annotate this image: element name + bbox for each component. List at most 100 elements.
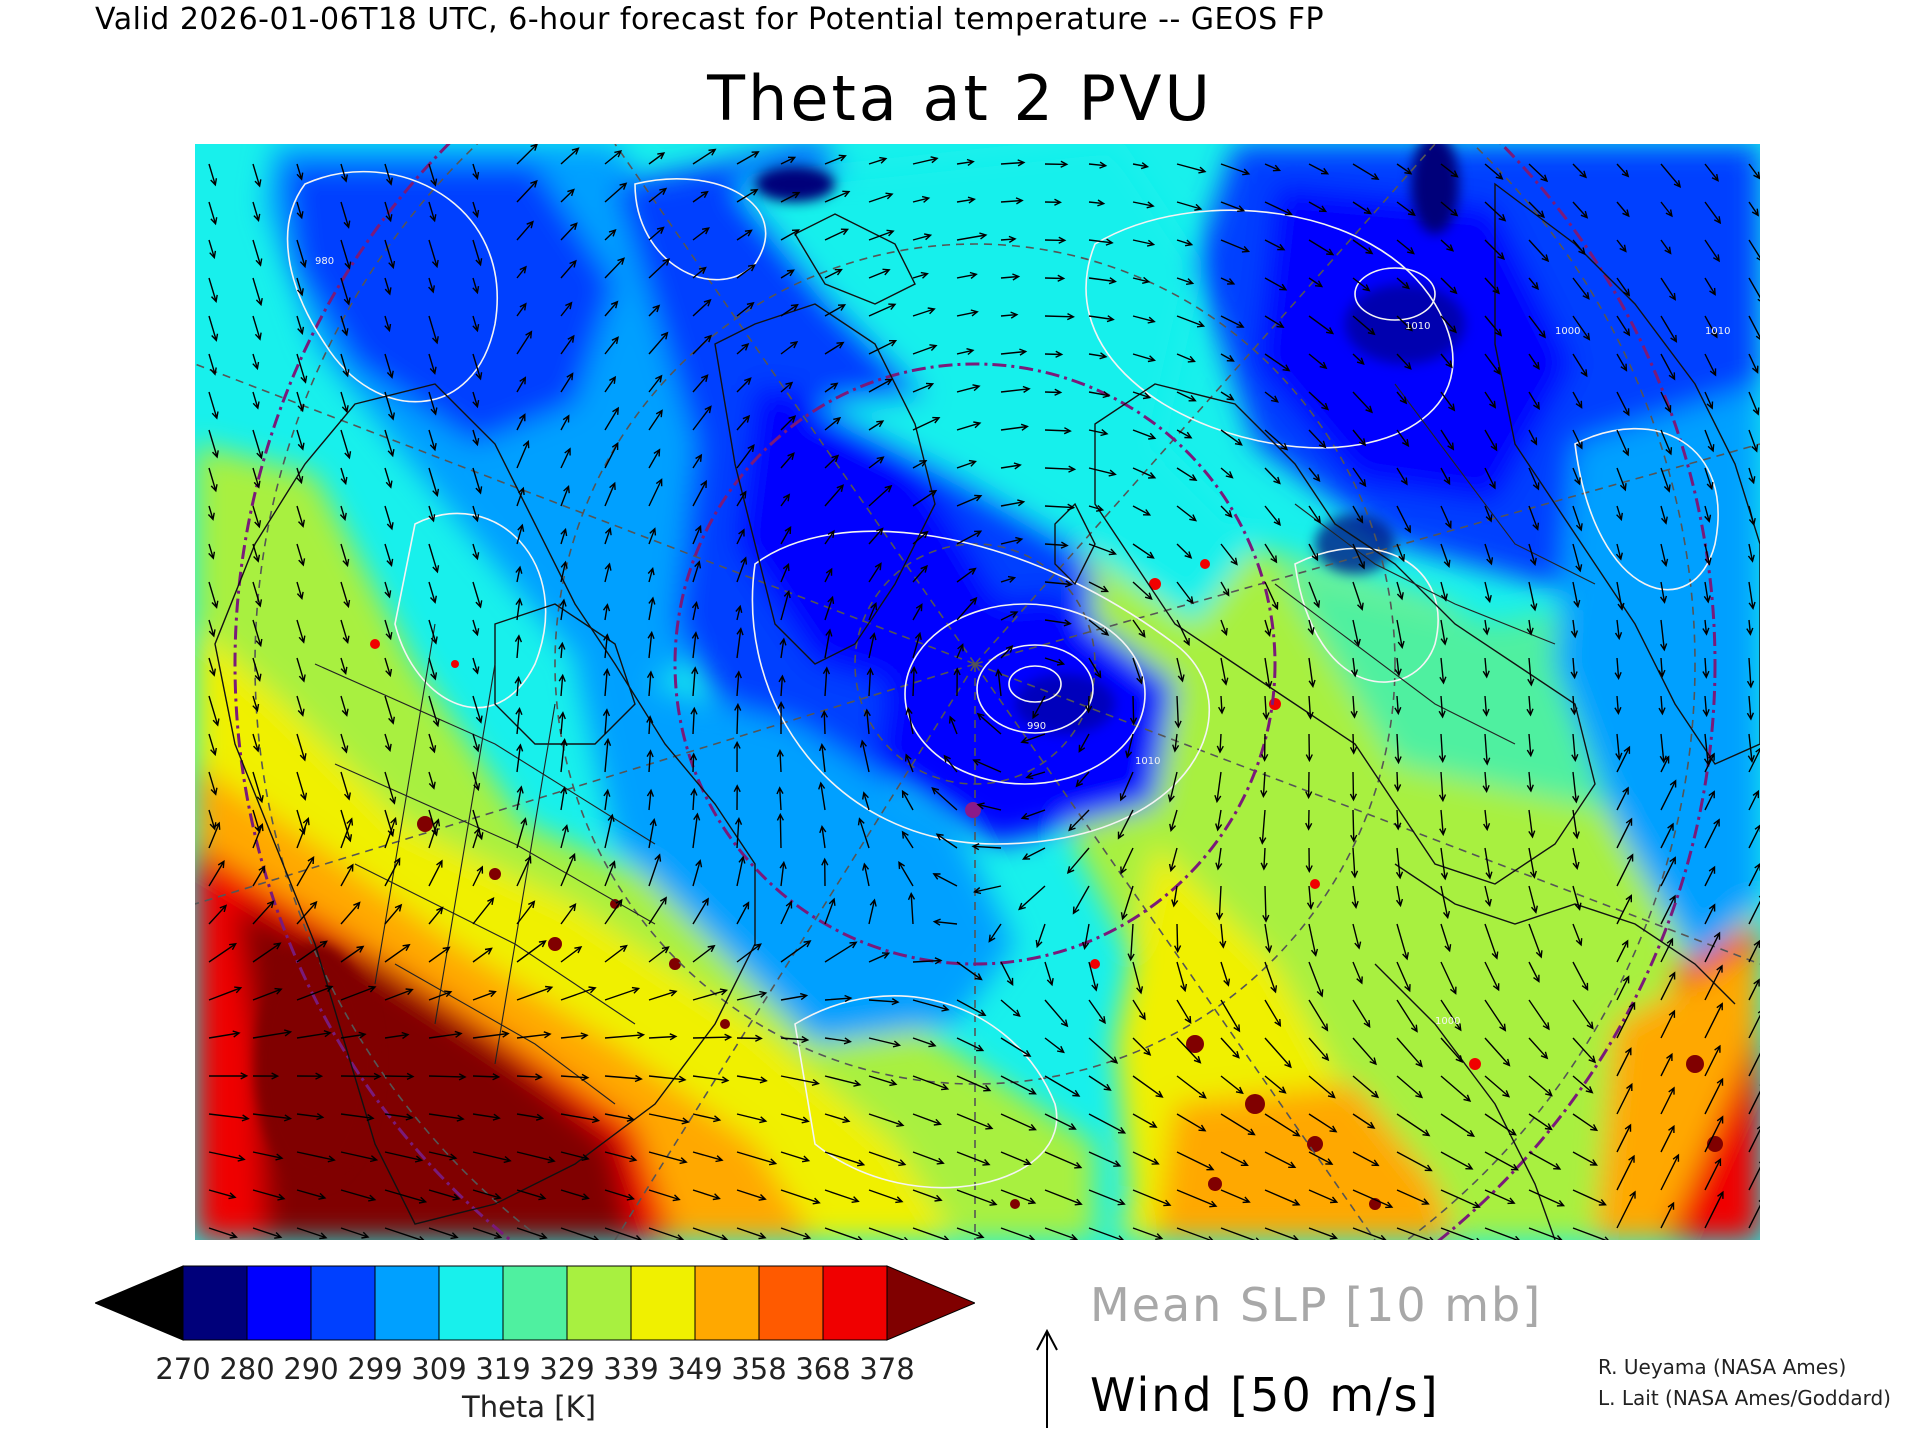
wind-vector	[1082, 923, 1090, 951]
wind-vector	[1396, 961, 1411, 993]
wind-vector	[1020, 733, 1046, 744]
wind-vector	[648, 152, 666, 165]
wind-vector	[252, 695, 260, 713]
wind-vector	[956, 999, 987, 1017]
wind-vector	[1000, 462, 1022, 470]
wind-vector	[296, 391, 305, 413]
wind-vector	[472, 391, 480, 409]
wind-vector	[1572, 809, 1580, 840]
wind-vector	[208, 1030, 241, 1039]
wind-vector	[1440, 429, 1455, 451]
wind-vector	[868, 527, 884, 545]
wind-vector	[1440, 1113, 1476, 1137]
wind-vector	[1000, 311, 1019, 319]
wind-vector	[1264, 1189, 1301, 1206]
wind-vector	[1440, 239, 1455, 252]
wind-vector	[988, 923, 1002, 943]
wind-vector	[1483, 733, 1491, 766]
wind-vector	[208, 1113, 250, 1122]
speckle	[1200, 559, 1210, 569]
wind-vector	[901, 830, 914, 849]
wind-vector	[901, 789, 914, 811]
wind-vector	[384, 1113, 414, 1121]
wind-vector	[780, 1227, 812, 1240]
wind-vector	[472, 733, 480, 753]
wind-vector	[340, 581, 351, 609]
wind-vector	[1132, 162, 1150, 170]
wind-vector	[905, 706, 914, 735]
wind-vector	[976, 712, 1002, 735]
wind-vector	[689, 752, 698, 773]
wind-vector	[1220, 619, 1228, 636]
wind-vector	[1528, 543, 1537, 566]
wind-vector	[428, 1113, 465, 1122]
wind-vector	[648, 409, 663, 431]
wind-vector	[1484, 847, 1493, 880]
wind-vector	[780, 381, 794, 393]
wind-vector	[252, 619, 263, 648]
wind-vector	[1120, 885, 1134, 921]
wind-vector	[1572, 201, 1589, 219]
slp-contours	[286, 170, 1719, 1189]
wind-vector	[340, 901, 361, 925]
coast-asia	[1494, 182, 1760, 765]
wind-vector	[1349, 733, 1358, 755]
wind-vector	[604, 860, 616, 887]
wind-vector	[736, 627, 744, 659]
wind-vector	[1220, 163, 1251, 176]
wind-vector	[1396, 429, 1410, 448]
wind-vector	[604, 300, 619, 317]
wind-vector	[733, 740, 741, 773]
wind-vector	[995, 668, 1003, 697]
wind-vector	[956, 271, 978, 279]
wind-vector	[1088, 1037, 1119, 1064]
slp-contour	[286, 170, 498, 403]
wind-vector	[1020, 809, 1046, 820]
wind-vector	[1660, 971, 1676, 1001]
wind-vector	[1044, 160, 1069, 168]
wind-vector	[428, 391, 438, 416]
wind-vector	[1044, 580, 1074, 588]
wind-vector	[428, 201, 437, 223]
wind-vector	[1660, 277, 1677, 301]
wind-vector	[1616, 853, 1634, 887]
wind-vector	[1264, 277, 1288, 291]
wind-vector	[604, 229, 617, 241]
wind-vector	[780, 562, 790, 583]
wind-vector	[472, 771, 481, 792]
wind-vector	[1127, 923, 1135, 962]
wind-vector	[1264, 429, 1289, 451]
wind-vector	[1440, 1075, 1472, 1103]
wind-vector	[956, 643, 964, 659]
wind-vector	[296, 695, 305, 717]
wind-vector	[907, 892, 916, 925]
wind-vector	[956, 196, 976, 204]
wind-vector	[1704, 1077, 1724, 1115]
wind-vector	[1748, 1046, 1760, 1077]
wind-vector	[252, 353, 260, 371]
wind-vector	[428, 733, 437, 754]
wind-vector	[208, 1151, 246, 1162]
wind-vector	[1394, 695, 1402, 716]
wind-vector	[560, 414, 570, 431]
wind-vector	[1044, 961, 1054, 987]
wind-vector	[1660, 1153, 1680, 1191]
wind-vector	[1746, 619, 1754, 636]
wind-vector	[1440, 1189, 1481, 1209]
wind-vector	[208, 391, 219, 420]
slp-contour	[1294, 547, 1439, 683]
wind-vector	[516, 376, 527, 393]
wind-vector	[868, 229, 895, 241]
wind-vector	[1352, 1227, 1387, 1240]
wind-vector	[1262, 695, 1270, 721]
wind-vector	[1484, 1227, 1520, 1240]
wind-vector	[1044, 388, 1063, 396]
speckle	[1686, 1055, 1704, 1073]
wind-vector	[736, 1075, 768, 1084]
wind-vector	[340, 945, 365, 963]
wind-vector	[1000, 1113, 1037, 1131]
wind-vector	[514, 675, 522, 697]
wind-vector	[824, 1113, 851, 1124]
wind-vector	[912, 233, 933, 241]
wind-vector	[1220, 1037, 1240, 1059]
